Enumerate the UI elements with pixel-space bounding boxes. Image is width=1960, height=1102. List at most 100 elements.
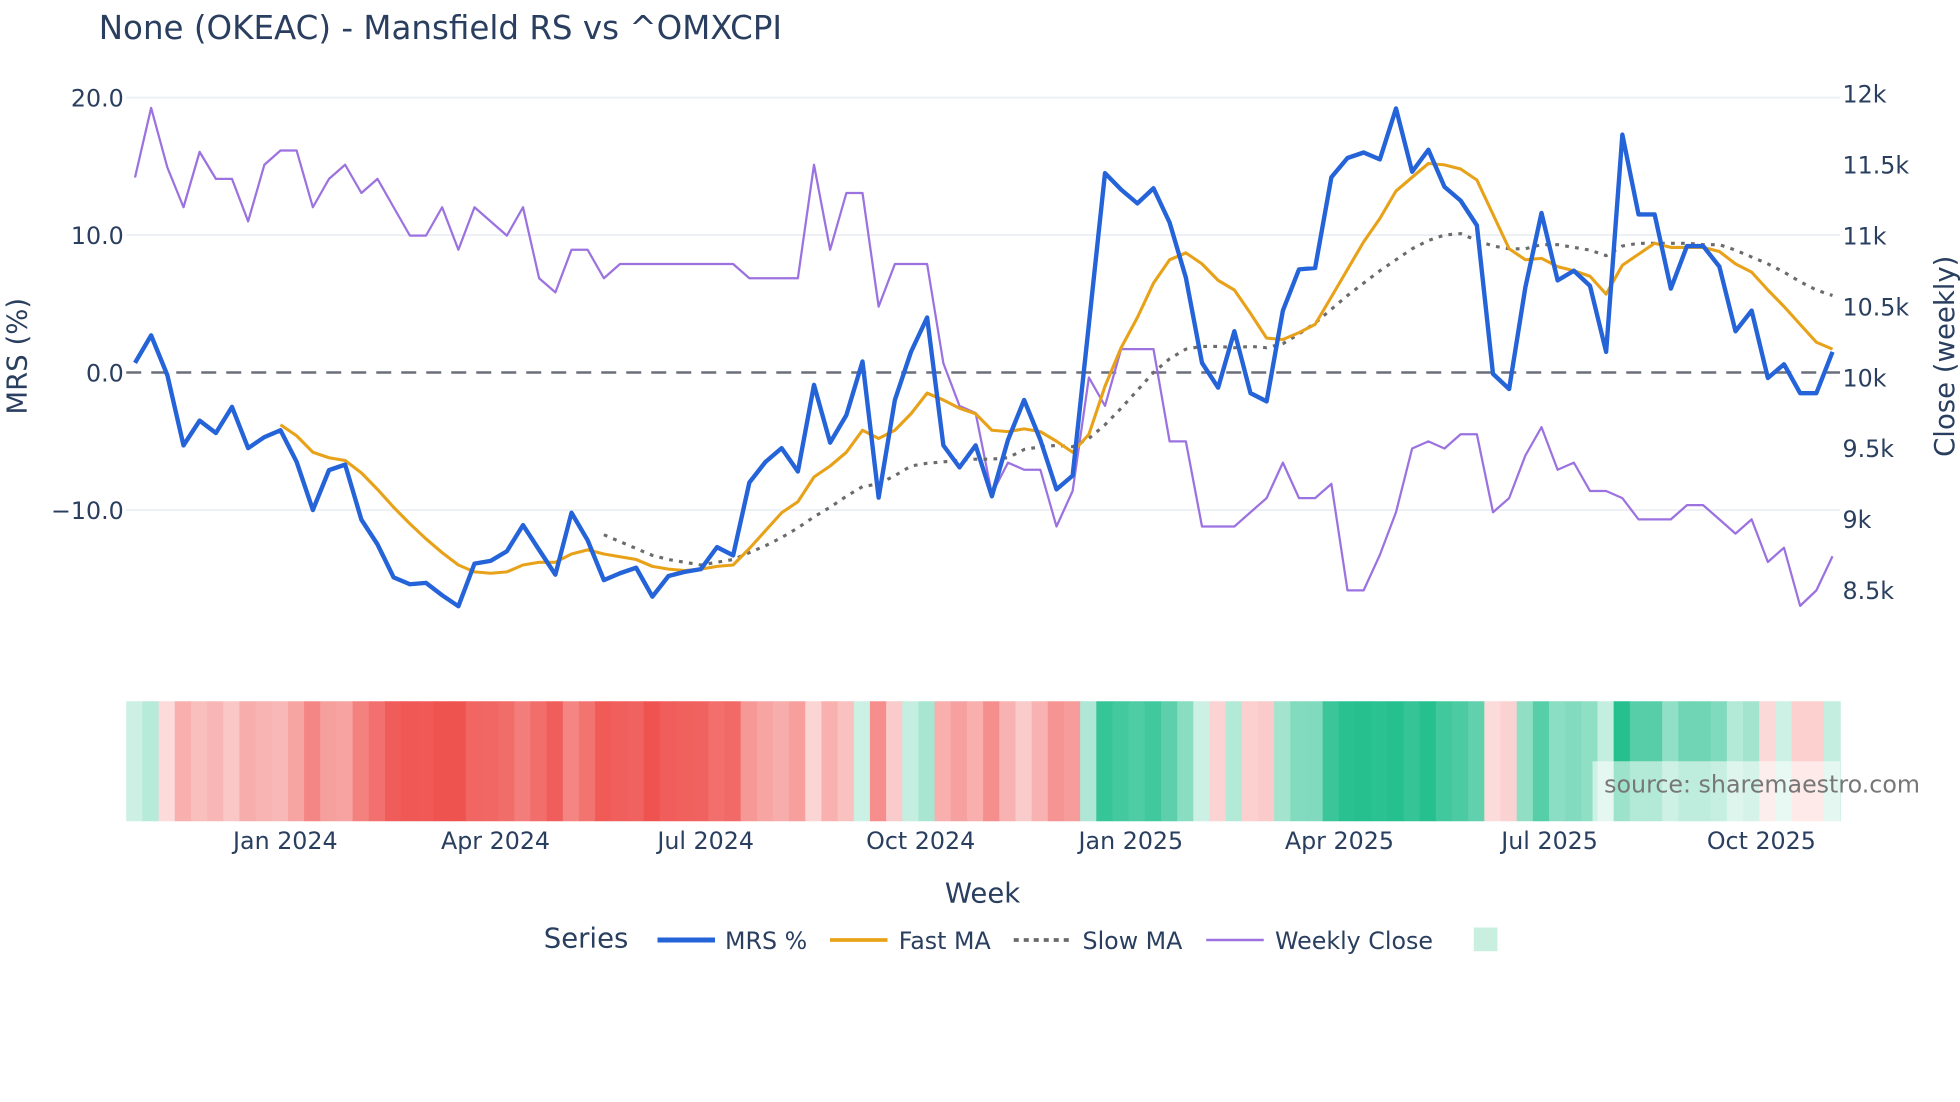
- x-axis-title: Week: [945, 878, 1020, 910]
- y2-axis-title: Close (weekly): [1929, 256, 1960, 457]
- series-line-slow: [603, 232, 1834, 567]
- heatmap-cell: [999, 701, 1017, 822]
- heatmap-cell: [481, 701, 499, 822]
- heatmap-cell: [1047, 701, 1065, 822]
- heatmap-cell: [546, 701, 564, 822]
- heatmap-cell: [1080, 701, 1098, 822]
- heatmap-cell: [368, 701, 386, 822]
- heatmap-cell: [1371, 701, 1389, 822]
- legend: Series MRS % Fast MA Slow MA Weekly Clos…: [544, 923, 1498, 955]
- heatmap-cell: [1548, 701, 1566, 822]
- series-line-mrs: [133, 106, 1835, 609]
- heatmap-cell: [902, 701, 920, 822]
- heatmap-cell: [1160, 701, 1178, 822]
- heatmap-cell: [1290, 701, 1308, 822]
- heatmap-cell: [562, 701, 580, 822]
- legend-swatch-heatmap[interactable]: [1473, 927, 1498, 952]
- y2-tick-label: 11.5k: [1843, 151, 1910, 179]
- heatmap-cell: [1532, 701, 1550, 822]
- heatmap-cell: [578, 701, 596, 822]
- heatmap-cell: [1015, 701, 1033, 822]
- heatmap-cell: [207, 701, 224, 822]
- heatmap-cell: [498, 701, 516, 822]
- heatmap-cell: [853, 701, 871, 822]
- heatmap-cell: [675, 701, 693, 822]
- heatmap-cell: [449, 701, 467, 822]
- y2-tick-label: 8.5k: [1843, 577, 1895, 605]
- heatmap-cell: [1387, 701, 1405, 822]
- y-tick-label: −10.0: [51, 497, 124, 525]
- heatmap-cell: [805, 701, 823, 822]
- legend-label-slow[interactable]: Slow MA: [1083, 927, 1184, 955]
- heatmap-cell: [708, 701, 726, 822]
- heatmap-cell: [643, 701, 661, 822]
- x-tick-label: Oct 2025: [1707, 827, 1816, 855]
- heatmap-cell: [255, 701, 273, 822]
- heatmap-cell: [966, 701, 984, 822]
- heatmap-cell: [1435, 701, 1453, 822]
- heatmap-cell: [1516, 701, 1534, 822]
- x-tick-label: Jul 2024: [655, 827, 754, 855]
- watermark: source: sharemaestro.com: [1604, 771, 1920, 799]
- heatmap-cell: [126, 701, 144, 822]
- series-lines: [126, 106, 1840, 609]
- heatmap-cell: [1225, 701, 1243, 822]
- heatmap-cell: [692, 701, 710, 822]
- x-tick-label: Oct 2024: [866, 827, 975, 855]
- heatmap-cell: [934, 701, 952, 822]
- heatmap-cell: [740, 701, 758, 822]
- y2-tick-label: 10k: [1843, 364, 1887, 392]
- heatmap-cell: [433, 701, 451, 822]
- heatmap-cell: [174, 701, 192, 822]
- heatmap-cell: [1096, 701, 1114, 822]
- y-tick-label: 10.0: [71, 222, 124, 250]
- heatmap-cell: [1031, 701, 1049, 822]
- heatmap-cell: [756, 701, 774, 822]
- heatmap-cell: [627, 701, 645, 822]
- heatmap-cell: [142, 701, 160, 822]
- watermark-box: [1592, 761, 1840, 824]
- legend-label-close[interactable]: Weekly Close: [1275, 927, 1433, 955]
- heatmap-cell: [239, 701, 257, 822]
- heatmap-cell: [417, 701, 435, 822]
- heatmap-cell: [1274, 701, 1292, 822]
- y-tick-label: 20.0: [71, 84, 124, 112]
- y-tick-label: 0.0: [86, 359, 124, 387]
- heatmap-cell: [158, 701, 176, 822]
- chart-title: None (OKEAC) - Mansfield RS vs ^OMXCPI: [99, 9, 782, 47]
- heatmap-cell: [821, 701, 839, 822]
- y2-axis-ticks: 12k 11.5k 11k 10.5k 10k 9.5k 9k 8.5k: [1843, 81, 1910, 606]
- heatmap-cell: [1451, 701, 1469, 822]
- legend-label-fast[interactable]: Fast MA: [899, 927, 992, 955]
- x-tick-label: Jan 2024: [231, 827, 338, 855]
- heatmap-cell: [530, 701, 548, 822]
- heatmap-cell: [1565, 701, 1583, 822]
- x-tick-label: Apr 2025: [1285, 827, 1394, 855]
- heatmap-cell: [789, 701, 807, 822]
- heatmap-cell: [1209, 701, 1227, 822]
- heatmap-cell: [1306, 701, 1324, 822]
- heatmap-cell: [514, 701, 532, 822]
- heatmap-cell: [1484, 701, 1502, 822]
- heatmap-cell: [1403, 701, 1421, 822]
- heatmap-cell: [611, 701, 629, 822]
- heatmap-cell: [1338, 701, 1356, 822]
- y2-tick-label: 10.5k: [1843, 293, 1910, 321]
- heatmap-cell: [772, 701, 790, 822]
- heatmap-cell: [287, 701, 305, 822]
- legend-label-mrs[interactable]: MRS %: [725, 927, 807, 955]
- series-line-close: [133, 106, 1834, 608]
- y-axis-ticks: 20.0 10.0 0.0 −10.0: [51, 84, 124, 525]
- x-axis-ticks: Jan 2024 Apr 2024 Jul 2024 Oct 2024 Jan 2025…: [231, 827, 1816, 855]
- heatmap-cell: [352, 701, 370, 822]
- legend-title: Series: [544, 923, 629, 955]
- heatmap-cell: [837, 701, 855, 822]
- heatmap-cell: [336, 701, 354, 822]
- heatmap-cell: [320, 701, 338, 822]
- heatmap-cell: [304, 701, 322, 822]
- heatmap-cell: [223, 701, 241, 822]
- heatmap-cell: [1177, 701, 1195, 822]
- heatmap-cell: [1128, 701, 1146, 822]
- x-tick-label: Jul 2025: [1499, 827, 1598, 855]
